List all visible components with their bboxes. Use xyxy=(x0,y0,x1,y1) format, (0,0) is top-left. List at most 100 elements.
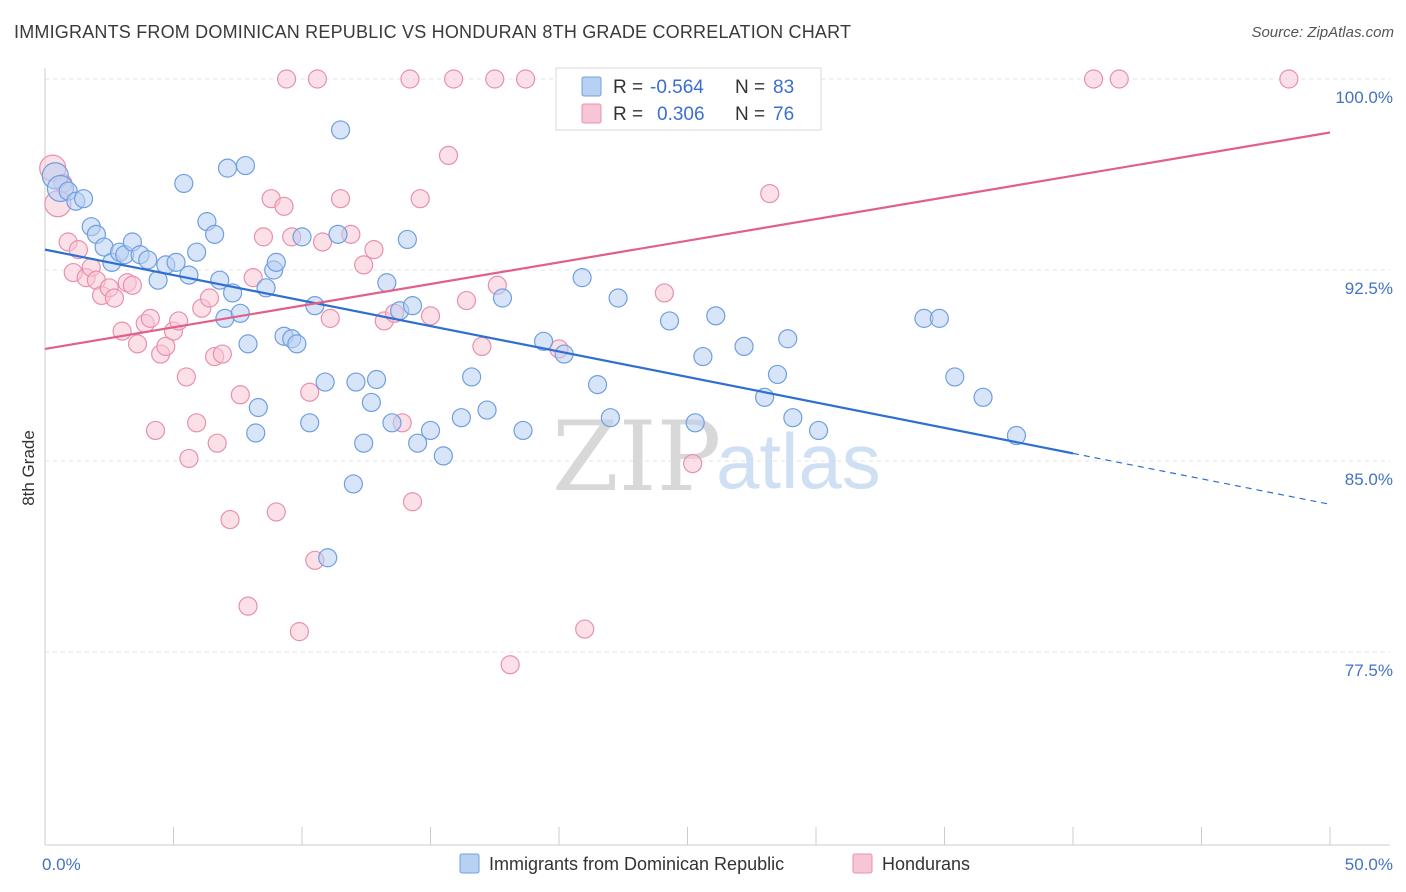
dominican-point xyxy=(587,375,608,395)
dominican-point xyxy=(248,397,268,418)
legend-item-dominican: Immigrants from Dominican Republic xyxy=(489,854,784,874)
dominican-point xyxy=(973,387,993,407)
hondurans-point xyxy=(364,240,384,260)
legend-blue-n-value: 83 xyxy=(773,77,794,98)
y-tick-label: 92.5% xyxy=(1345,279,1393,298)
hondurans-point xyxy=(444,69,464,89)
hondurans-point xyxy=(472,336,492,356)
dominican-point xyxy=(706,306,726,326)
hondurans-point xyxy=(199,288,220,308)
y-tick-label: 100.0% xyxy=(1335,88,1393,107)
legend-item-dominican-swatch xyxy=(459,853,480,874)
dominican-point xyxy=(685,413,705,433)
legend-blue-n-label: N = xyxy=(735,77,765,98)
dominican-trend-line xyxy=(44,248,1074,455)
hondurans-point xyxy=(274,196,294,216)
hondurans-point xyxy=(179,448,199,469)
hondurans-point xyxy=(312,232,333,252)
dominican-point xyxy=(366,369,387,390)
hondurans-point xyxy=(354,255,374,275)
x-tick-label-max: 50.0% xyxy=(1345,855,1393,874)
hondurans-point xyxy=(683,453,703,474)
hondurans-point xyxy=(68,240,89,260)
dominican-point xyxy=(174,173,194,194)
dominican-point xyxy=(608,288,628,308)
hondurans-point xyxy=(402,492,423,512)
dominican-point xyxy=(397,229,417,250)
dominican-point xyxy=(945,367,965,387)
dominican-point xyxy=(929,308,949,328)
chart-title: IMMIGRANTS FROM DOMINICAN REPUBLIC VS HO… xyxy=(14,22,852,42)
hondurans-point xyxy=(410,189,430,209)
hondurans-point xyxy=(104,288,124,308)
watermark-atlas: atlas xyxy=(716,417,881,505)
dominican-point xyxy=(1006,425,1027,446)
y-tick-label: 85.0% xyxy=(1345,470,1393,489)
dominican-point xyxy=(230,303,250,323)
dominican-point xyxy=(659,311,680,331)
dominican-point xyxy=(343,474,363,494)
hondurans-point xyxy=(307,69,328,89)
dominican-point xyxy=(377,273,397,293)
series-legend: Immigrants from Dominican Republic Hondu… xyxy=(459,853,970,874)
hondurans-point xyxy=(220,509,240,530)
legend-swatch-pink xyxy=(581,103,602,124)
dominican-point xyxy=(187,242,207,262)
legend-item-hondurans: Hondurans xyxy=(882,854,970,874)
dominican-point xyxy=(266,252,286,272)
dominican-point xyxy=(205,224,225,244)
legend-pink-r-value: 0.306 xyxy=(657,104,705,125)
hondurans-point xyxy=(420,306,441,326)
dominican-point xyxy=(318,548,338,568)
dominican-point xyxy=(402,296,423,316)
hondurans-point xyxy=(320,308,340,328)
trend-lines xyxy=(44,131,1331,505)
y-tick-labels: 100.0% 92.5% 85.0% 77.5% xyxy=(1335,88,1393,680)
dominican-point xyxy=(315,372,335,392)
dominican-point xyxy=(138,250,158,270)
hondurans-point xyxy=(238,596,258,616)
dominican-point xyxy=(513,420,533,441)
dominican-point xyxy=(572,268,592,288)
hondurans-point xyxy=(1083,69,1104,89)
dominican-point xyxy=(361,392,381,413)
hondurans-point xyxy=(145,420,166,441)
dominican-point xyxy=(492,288,513,308)
legend-swatch-blue xyxy=(581,76,602,97)
hondurans-point xyxy=(760,184,780,204)
watermark: ZIP atlas xyxy=(552,401,881,513)
hondurans-point xyxy=(400,69,420,89)
hondurans-point xyxy=(127,334,148,354)
y-tick-label: 77.5% xyxy=(1345,661,1393,680)
hondurans-point xyxy=(187,413,207,433)
axes xyxy=(44,68,1390,846)
hondurans-point xyxy=(575,619,595,639)
dominican-point xyxy=(477,400,497,420)
dominican-point xyxy=(783,408,803,428)
dominican-point xyxy=(767,364,788,385)
dominican-point xyxy=(600,408,621,428)
hondurans-point xyxy=(485,69,505,89)
dominican-point xyxy=(382,413,402,433)
hondurans-point xyxy=(253,227,274,247)
hondurans-trend-line xyxy=(44,131,1331,351)
dominican-point xyxy=(451,408,471,428)
legend-pink-n-value: 76 xyxy=(773,104,794,125)
stats-legend: R = -0.564 N = 83 R = 0.306 N = 76 xyxy=(555,67,822,131)
legend-blue-r-value: -0.564 xyxy=(650,77,704,98)
dominican-point xyxy=(235,155,256,176)
dominican-point xyxy=(808,420,829,441)
dominican-point xyxy=(433,446,453,466)
dominican-point xyxy=(328,224,348,244)
legend-pink-n-label: N = xyxy=(735,104,765,125)
dominican-point xyxy=(73,189,94,209)
dominican-point xyxy=(408,433,428,453)
dominican-point xyxy=(734,336,754,356)
dominican-point xyxy=(330,120,351,140)
dominican-point xyxy=(533,331,554,351)
hondurans-point xyxy=(1279,69,1299,89)
hondurans-point xyxy=(1109,69,1129,89)
x-tick-label-min: 0.0% xyxy=(42,855,81,874)
hondurans-point xyxy=(300,382,320,402)
dominican-point xyxy=(693,346,713,367)
